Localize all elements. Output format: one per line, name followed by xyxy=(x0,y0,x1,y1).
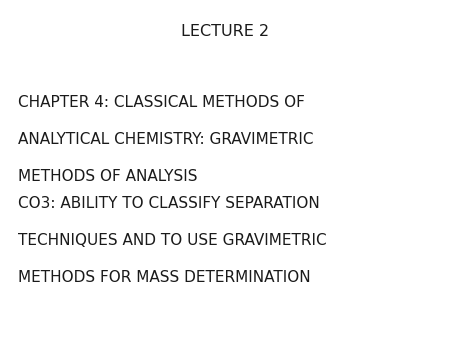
Text: CHAPTER 4: CLASSICAL METHODS OF: CHAPTER 4: CLASSICAL METHODS OF xyxy=(18,95,305,110)
Text: ANALYTICAL CHEMISTRY: GRAVIMETRIC: ANALYTICAL CHEMISTRY: GRAVIMETRIC xyxy=(18,132,314,147)
Text: TECHNIQUES AND TO USE GRAVIMETRIC: TECHNIQUES AND TO USE GRAVIMETRIC xyxy=(18,233,327,248)
Text: METHODS OF ANALYSIS: METHODS OF ANALYSIS xyxy=(18,169,198,184)
Text: METHODS FOR MASS DETERMINATION: METHODS FOR MASS DETERMINATION xyxy=(18,270,310,285)
Text: CO3: ABILITY TO CLASSIFY SEPARATION: CO3: ABILITY TO CLASSIFY SEPARATION xyxy=(18,196,320,211)
Text: LECTURE 2: LECTURE 2 xyxy=(181,24,269,39)
